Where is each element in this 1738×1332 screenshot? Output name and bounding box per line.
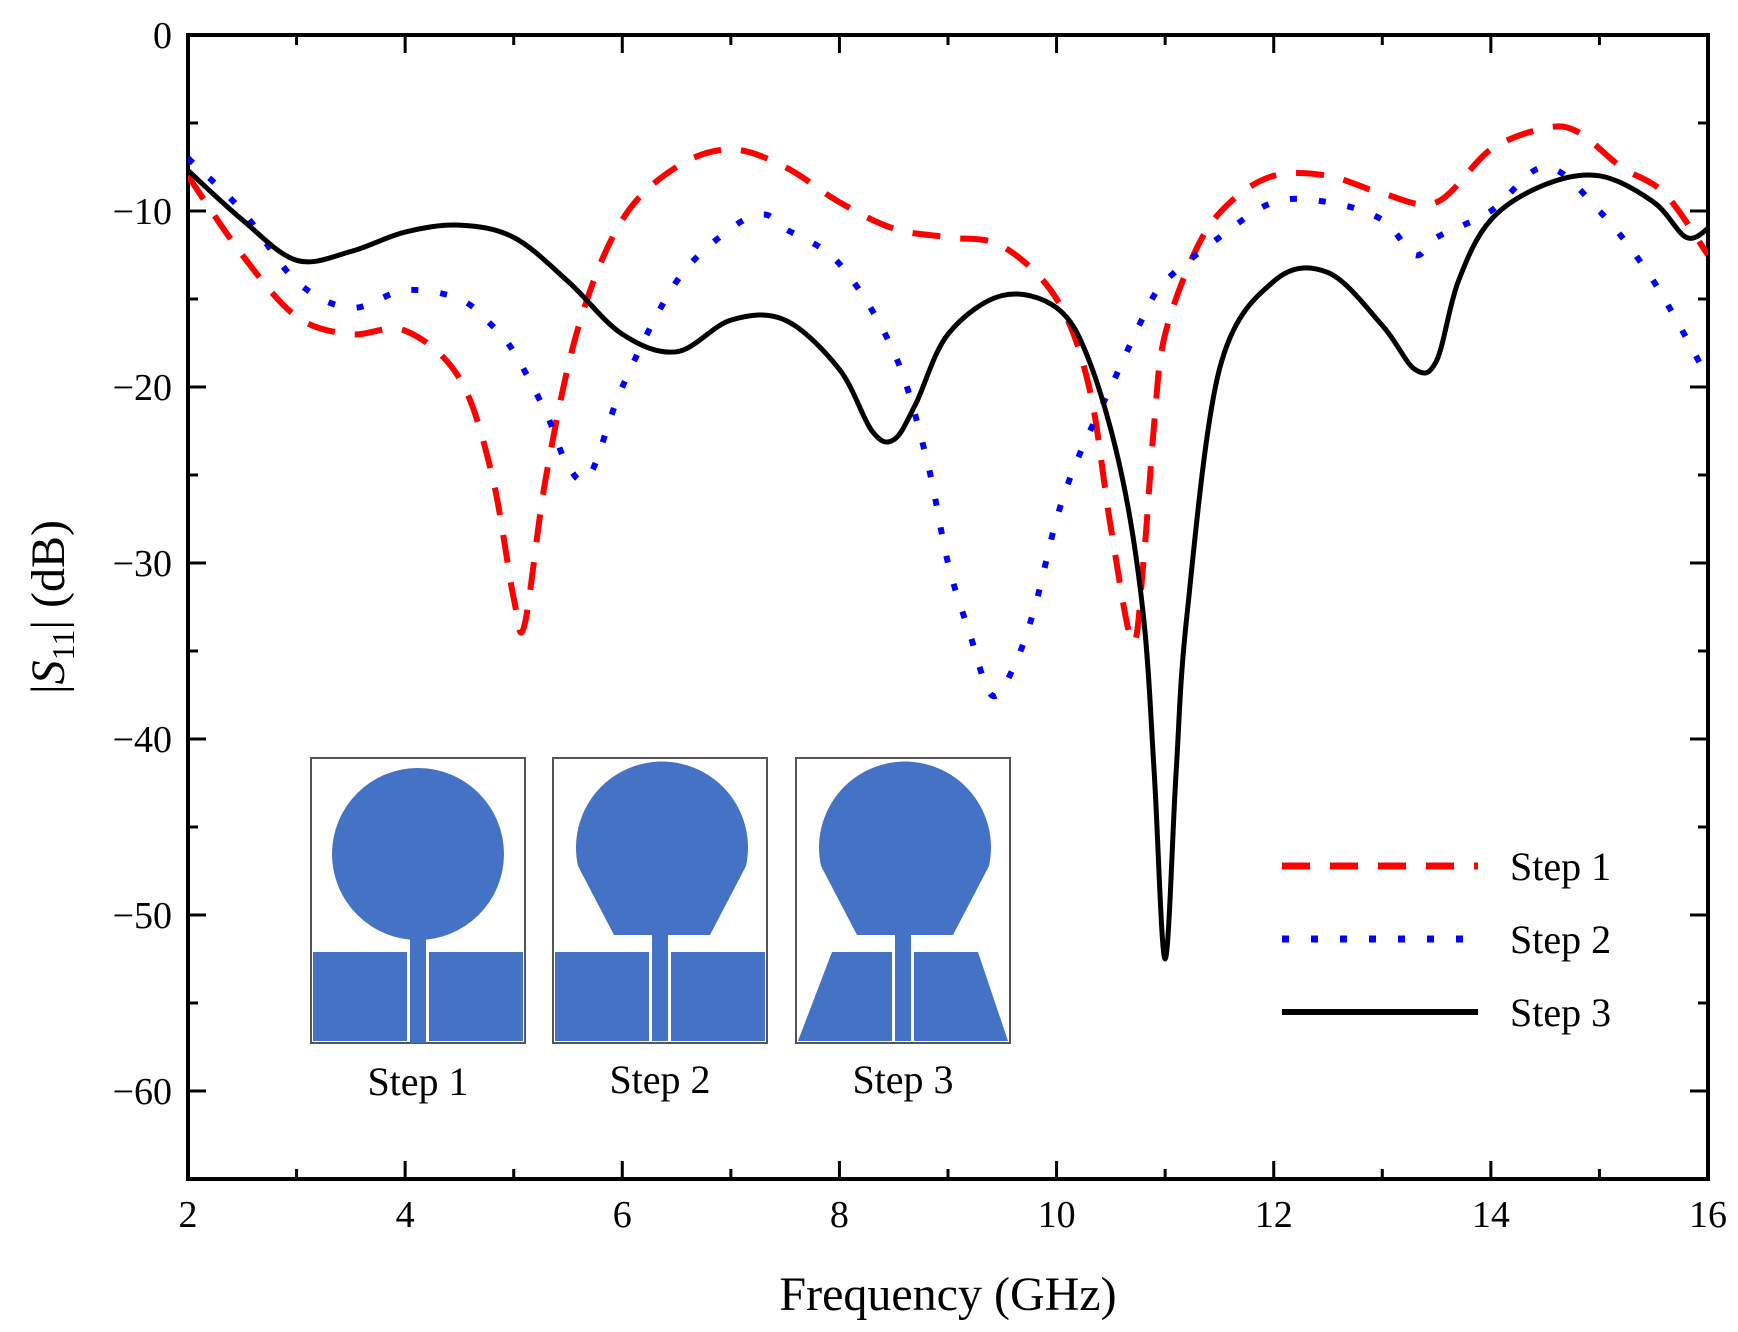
y-axis-title-left: | xyxy=(22,684,75,694)
inset-step-3-label: Step 3 xyxy=(852,1057,953,1102)
y-tick-label: −10 xyxy=(113,191,172,233)
y-tick-label: −40 xyxy=(113,719,172,761)
inset-step-3-ground-right xyxy=(914,952,1008,1041)
inset-step-2-ground-left xyxy=(555,952,649,1041)
x-axis: 2 4 6 8 10 12 14 16 xyxy=(179,35,1727,1236)
x-tick-label: 6 xyxy=(613,1194,632,1236)
y-axis: 0 −10 −20 −30 −40 −50 −60 xyxy=(113,15,1708,1181)
inset-step-1-label: Step 1 xyxy=(367,1059,468,1104)
x-tick-label: 8 xyxy=(830,1194,849,1236)
x-tick-label: 16 xyxy=(1689,1194,1727,1236)
y-axis-title-var: S xyxy=(22,660,75,684)
inset-step-3-patch xyxy=(819,761,991,935)
series-line-step-2 xyxy=(188,156,1708,700)
inset-step-2-ground-right xyxy=(671,952,765,1041)
x-tick-label: 14 xyxy=(1472,1194,1510,1236)
inset-step-2-patch xyxy=(576,761,748,935)
inset-step-3: Step 3 xyxy=(795,757,1011,1102)
inset-step-3-ground-left xyxy=(798,952,892,1041)
inset-step-2-label: Step 2 xyxy=(609,1057,710,1102)
legend-label-step-1: Step 1 xyxy=(1510,844,1611,889)
x-tick-label: 2 xyxy=(179,1194,198,1236)
inset-step-3-feedline xyxy=(895,930,911,1041)
y-tick-label: −20 xyxy=(113,367,172,409)
inset-step-1-ground-left xyxy=(313,952,407,1041)
series-line-step-3 xyxy=(188,168,1708,962)
inset-antenna-steps: Step 1 Step 2 Step 3 xyxy=(310,757,1011,1104)
inset-step-2: Step 2 xyxy=(552,757,768,1102)
inset-step-1-patch xyxy=(332,768,504,940)
x-tick-label: 12 xyxy=(1255,1194,1293,1236)
y-axis-title: |S11| (dB) xyxy=(22,520,81,694)
y-axis-title-sub: 11 xyxy=(45,630,81,661)
inset-step-1-feedline xyxy=(410,935,426,1043)
inset-step-1: Step 1 xyxy=(310,757,526,1104)
x-axis-title: Frequency (GHz) xyxy=(779,1268,1116,1321)
legend-label-step-3: Step 3 xyxy=(1510,990,1611,1035)
y-tick-label: −30 xyxy=(113,543,172,585)
legend: Step 1 Step 2 Step 3 xyxy=(1282,844,1611,1035)
y-tick-label: −50 xyxy=(113,895,172,937)
y-tick-label: −60 xyxy=(113,1071,172,1113)
legend-label-step-2: Step 2 xyxy=(1510,917,1611,962)
y-axis-title-right: | (dB) xyxy=(22,520,75,630)
x-tick-label: 4 xyxy=(396,1194,415,1236)
series-layer xyxy=(188,123,1708,962)
series-line-step-1 xyxy=(188,123,1708,646)
inset-step-2-feedline xyxy=(652,930,668,1041)
y-tick-label: 0 xyxy=(153,15,172,57)
x-tick-label: 10 xyxy=(1038,1194,1076,1236)
inset-step-1-ground-right xyxy=(429,952,523,1041)
